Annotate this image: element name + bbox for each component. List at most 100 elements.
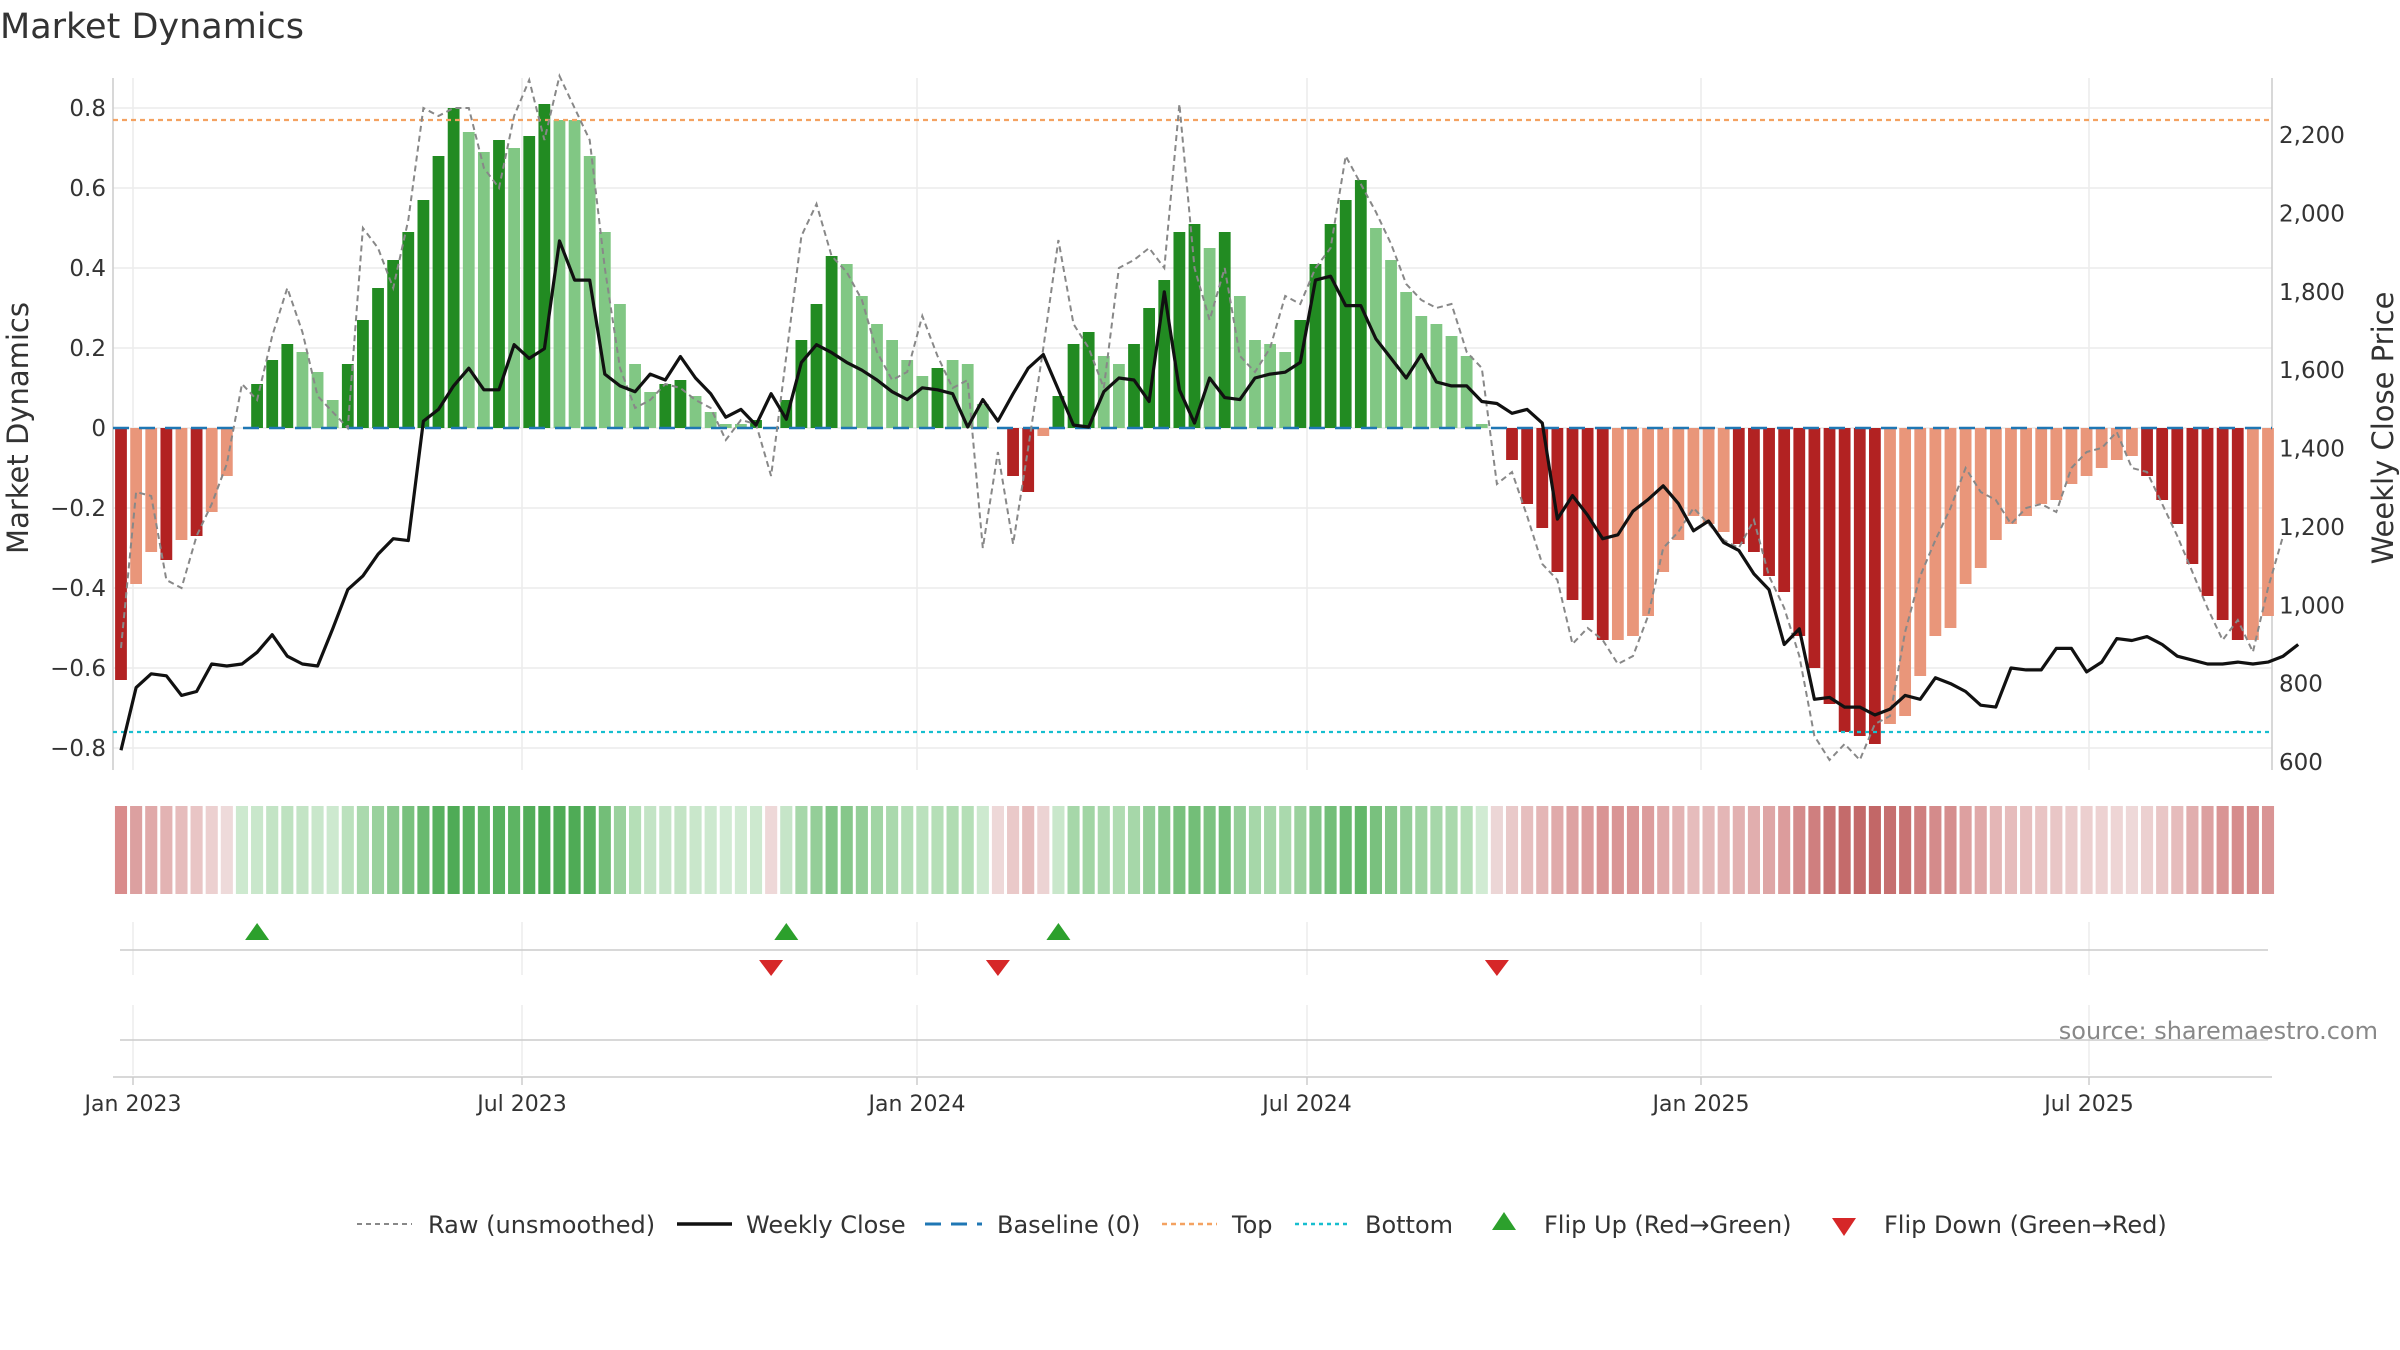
right-y-tick-label: 2,000	[2279, 202, 2345, 228]
flip-up-marker	[774, 923, 799, 940]
regime-strip-cell	[916, 806, 929, 894]
dynamics-bar	[2246, 428, 2259, 640]
legend-flip-up-label: Flip Up (Red→Green)	[1544, 1211, 1792, 1239]
flip-up-marker	[245, 923, 270, 940]
regime-strip-cell	[2020, 806, 2033, 894]
regime-strip-cell	[1944, 806, 1957, 894]
regime-strip-cell	[583, 806, 596, 894]
dynamics-bar	[447, 108, 460, 428]
dynamics-bar	[1279, 352, 1292, 428]
dynamics-bar	[2262, 428, 2274, 616]
left-y-tick-label: 0.6	[69, 176, 106, 202]
regime-strip-cell	[704, 806, 717, 894]
chart-title: Market Dynamics	[0, 7, 304, 47]
dynamics-bar	[1249, 340, 1261, 428]
legend: Raw (unsmoothed) Weekly Close Baseline (…	[357, 1211, 2167, 1239]
regime-strip-cell	[1687, 806, 1700, 894]
legend-flip-down-icon	[1832, 1218, 1856, 1236]
dynamics-bar	[1823, 428, 1836, 704]
regime-strip-cell	[1173, 806, 1186, 894]
dynamics-bar	[2186, 428, 2199, 564]
dynamics-bar	[130, 428, 143, 584]
dynamics-bar	[2005, 428, 2017, 524]
regime-strip-cell	[1808, 806, 1821, 894]
dynamics-bar	[341, 364, 354, 428]
dynamics-bar	[417, 200, 430, 428]
regime-strip-cell	[130, 806, 143, 894]
regime-strip-cell	[417, 806, 430, 894]
left-axis-label: Market Dynamics	[1, 302, 35, 554]
right-y-tick-label: 1,600	[2279, 358, 2345, 384]
legend-flip-down-label: Flip Down (Green→Red)	[1884, 1211, 2167, 1239]
dynamics-bar	[1445, 336, 1458, 428]
dynamics-bar	[326, 400, 339, 428]
regime-strip-cell	[1959, 806, 1972, 894]
regime-strip-cell	[1248, 806, 1262, 894]
dynamics-bar	[689, 396, 702, 428]
dynamics-bar	[1566, 428, 1579, 600]
regime-strip-cell	[492, 806, 506, 894]
regime-strip-cell	[175, 806, 188, 894]
dynamics-bar	[1370, 228, 1382, 428]
dynamics-bar	[1838, 428, 1851, 732]
regime-strip-cell	[235, 806, 249, 894]
bottom-panel	[113, 1039, 2272, 1078]
regime-strip-cell	[1007, 806, 1020, 894]
regime-strip-cell	[855, 806, 868, 894]
dynamics-bar	[1022, 428, 1035, 492]
dynamics-bar	[2110, 428, 2123, 460]
regime-strip-cell	[220, 806, 233, 894]
x-tick-label: Jul 2025	[2042, 1092, 2134, 1117]
regime-strip-cell	[2246, 806, 2259, 894]
right-y-tick-label: 800	[2279, 672, 2323, 698]
dynamics-bar	[1868, 428, 1881, 744]
dynamics-bar	[2050, 428, 2063, 500]
regime-strip-cell	[1793, 806, 1806, 894]
dynamics-bar	[1551, 428, 1564, 572]
dynamics-bar	[583, 156, 596, 428]
dynamics-bar	[372, 288, 384, 428]
regime-strip-cell	[1717, 806, 1730, 894]
series-lines	[119, 72, 2300, 762]
regime-strip-cell	[2261, 806, 2275, 894]
regime-strip-cell	[568, 806, 581, 894]
regime-strip-cell	[387, 806, 400, 894]
dynamics-bar	[1974, 428, 1987, 568]
regime-strip-cell	[946, 806, 959, 894]
dynamics-bar	[629, 364, 641, 428]
regime-strip-cell	[1914, 806, 1927, 894]
regime-strip	[114, 806, 2275, 894]
dynamics-bar	[916, 376, 929, 428]
regime-strip-cell	[1823, 806, 1836, 894]
dynamics-bar	[1989, 428, 2002, 540]
regime-strip-cell	[1022, 806, 1035, 894]
dynamics-bar	[1702, 428, 1715, 524]
dynamics-bar	[357, 320, 369, 428]
regime-strip-cell	[1642, 806, 1655, 894]
regime-strip-cell	[538, 806, 551, 894]
dynamics-bar	[2171, 428, 2184, 524]
regime-strip-cell	[2050, 806, 2063, 894]
right-y-tick-label: 600	[2279, 750, 2323, 776]
dynamics-bar	[1082, 332, 1095, 428]
regime-strip-cell	[1218, 806, 1231, 894]
regime-strip-cell	[2065, 806, 2078, 894]
dynamics-bar	[810, 304, 823, 428]
regime-strip-cell	[1989, 806, 2002, 894]
dynamics-bar	[1732, 428, 1745, 544]
legend-raw-label: Raw (unsmoothed)	[428, 1211, 655, 1239]
regime-strip-cell	[1279, 806, 1292, 894]
regime-strip-cell	[2140, 806, 2154, 894]
dynamics-bar	[1929, 428, 1942, 636]
dynamics-bar	[220, 428, 233, 476]
dynamics-bar	[2216, 428, 2229, 620]
regime-strip-cell	[1929, 806, 1942, 894]
dynamics-bar	[795, 340, 808, 428]
dynamics-bar	[1067, 344, 1080, 428]
dynamics-bar	[402, 232, 415, 428]
legend-top-label: Top	[1231, 1211, 1273, 1239]
reference-lines	[113, 118, 2272, 734]
dynamics-bar	[614, 304, 626, 428]
regime-strip-cell	[1203, 806, 1216, 894]
dynamics-bar	[1158, 280, 1171, 428]
